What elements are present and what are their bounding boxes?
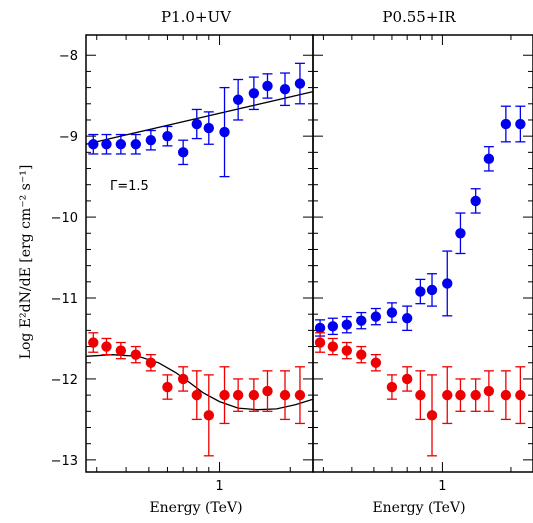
blue-data-point [279,84,291,95]
red-data-point [191,389,202,401]
y-tick-label: −13 [51,454,78,469]
blue-data-point [442,278,453,289]
red-data-point [470,389,481,401]
blue-data-point [177,147,189,158]
blue-data-point [470,195,481,207]
red-data-point [341,345,352,356]
blue-data-point [327,321,339,332]
y-tick-label: −11 [51,292,78,307]
red-data-point [115,345,127,356]
y-tick-label: −9 [59,130,78,145]
red-data-point [177,373,189,385]
blue-data-point [115,139,127,150]
red-data-point [515,389,526,401]
red-data-point [262,385,273,397]
blue-data-point [191,118,202,130]
plot-area [85,62,526,457]
x-axis-label-left: Energy (TeV) [149,500,242,516]
panel-frame-0 [85,34,314,473]
red-data-point [248,389,260,401]
red-data-point [162,381,173,393]
red-data-point [455,389,466,401]
blue-data-point [88,139,99,150]
x-axis-label-right: Energy (TeV) [372,500,465,516]
panel-title-right: P0.55+IR [382,8,456,26]
red-data-point [279,389,291,401]
blue-data-point [145,135,157,146]
x-tick-label: 1 [438,479,446,494]
model-curve-0 [85,90,314,145]
blue-data-point [130,139,142,150]
blue-data-point [101,139,112,150]
blue-data-point [203,122,214,134]
blue-data-point [232,94,244,105]
blue-data-point [515,118,526,130]
blue-data-point [341,319,352,330]
red-data-point [294,389,306,401]
red-data-point [203,410,214,421]
red-data-point [145,357,157,368]
blue-data-point [500,118,512,130]
red-data-point [314,337,326,348]
y-tick-label: −12 [51,373,78,388]
blue-data-point [415,286,426,297]
labels: P1.0+UV P0.55+IR Energy (TeV) Energy (Te… [18,8,466,516]
red-data-point [232,389,244,401]
red-data-point [415,389,426,401]
y-tick-label: −8 [59,49,78,64]
gamma-annotation: Γ=1.5 [110,179,149,194]
red-data-point [88,337,99,348]
blue-data-point [455,228,466,239]
red-data-point [483,385,495,397]
y-axis-label: Log E²dN/dE [erg cm⁻² s⁻¹] [18,165,34,360]
red-data-point [356,349,367,360]
red-data-point [130,349,142,360]
blue-data-point [219,126,230,138]
red-data-point [401,373,413,385]
blue-data-point [370,311,382,322]
panel-title-left: P1.0+UV [161,8,232,26]
blue-data-point [314,322,326,334]
red-data-point [500,389,512,401]
red-data-point [442,389,453,401]
red-data-point [426,410,438,421]
blue-data-point [262,80,273,92]
blue-data-point [248,88,260,99]
blue-data-point [483,153,495,165]
panel-frame-1 [312,34,533,473]
y-tick-label: −10 [51,211,78,226]
blue-data-point [386,307,398,318]
red-data-point [327,341,339,352]
red-data-point [386,381,398,393]
blue-data-point [162,130,173,142]
blue-data-point [294,78,306,89]
red-data-point [101,341,112,352]
blue-data-point [401,313,413,324]
red-data-point [370,357,382,368]
blue-data-point [356,315,367,326]
frames [85,34,533,473]
x-tick-label: 1 [215,479,223,494]
blue-data-point [426,284,438,296]
model-curve-1 [85,354,314,411]
red-data-point [219,389,230,401]
